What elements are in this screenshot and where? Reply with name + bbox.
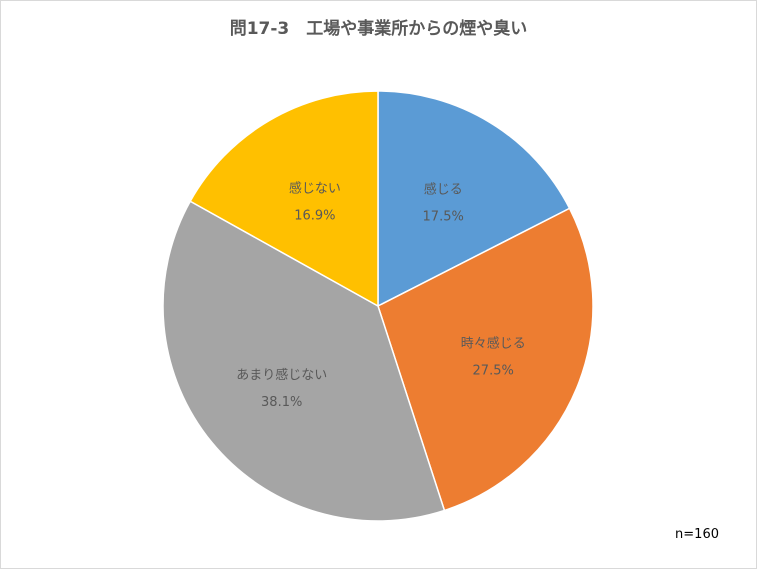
- pie-slice-kanjiru: [377, 90, 571, 308]
- pie-labels: 感じる 17.5% 時々感じる 27.5% あまり感じない 38.1% 感じない 16.9%: [236, 181, 526, 411]
- slice-value-label: 27.5%: [473, 364, 514, 379]
- pie-slice-tokidoki-kanjiru: [377, 207, 594, 512]
- sample-size-note: n=160: [675, 527, 719, 542]
- pie-slices: [162, 90, 594, 522]
- chart-title: 問17-3 工場や事業所からの煙や臭い: [229, 19, 528, 39]
- slice-category-label: 感じる: [424, 182, 463, 198]
- slice-category-label: 感じない: [289, 181, 341, 197]
- slice-value-label: 17.5%: [423, 210, 464, 225]
- slice-value-label: 16.9%: [294, 209, 335, 224]
- slice-category-label: 時々感じる: [461, 336, 526, 352]
- pie-slice-kanjinai: [189, 90, 379, 308]
- pie-slice-amari-kanjinai: [162, 200, 446, 522]
- slice-value-label: 38.1%: [261, 395, 302, 410]
- slice-category-label: あまり感じない: [236, 367, 327, 383]
